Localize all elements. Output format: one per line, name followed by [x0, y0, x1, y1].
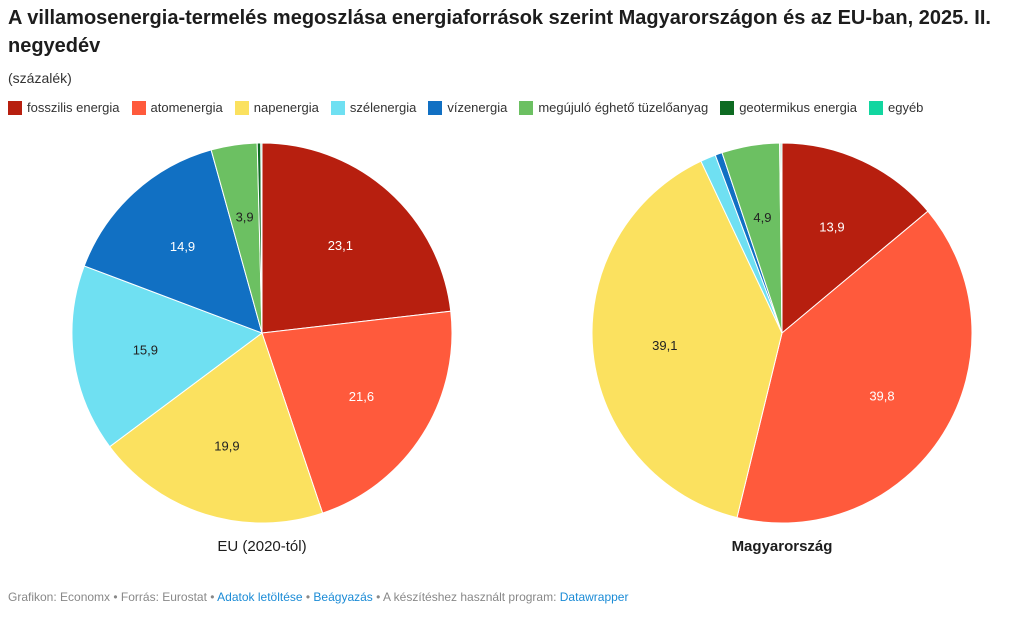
- legend-item: geotermikus energia: [720, 100, 857, 115]
- legend-item: fosszilis energia: [8, 100, 120, 115]
- legend-swatch: [868, 100, 883, 115]
- legend-swatch: [8, 100, 22, 115]
- slice-label: 23,1: [328, 238, 353, 253]
- pie-slice: [736, 210, 973, 524]
- slice-label: 39,1: [652, 338, 677, 353]
- pie-slice: [83, 149, 263, 334]
- legend-label: szélenergia: [349, 100, 417, 115]
- legend-swatch: [131, 100, 146, 115]
- legend-label: megújuló éghető tüzelőanyag: [538, 100, 709, 115]
- pie-caption-hu: Magyarország: [731, 538, 833, 555]
- embed-link[interactable]: Beágyazás: [313, 590, 373, 604]
- download-data-link[interactable]: Adatok letöltése: [217, 590, 303, 604]
- legend-label: atomenergia: [150, 100, 223, 115]
- footer-sep: •: [302, 590, 314, 604]
- legend-swatch: [234, 100, 249, 115]
- slice-label: 4,9: [753, 210, 771, 225]
- footer: Grafikon: Economx • Forrás: Eurostat • A…: [8, 590, 628, 604]
- legend-swatch: [330, 100, 345, 115]
- datawrapper-link[interactable]: Datawrapper: [559, 590, 629, 604]
- legend-label: napenergia: [253, 100, 319, 115]
- legend-item: szélenergia: [330, 100, 417, 115]
- legend-label: geotermikus energia: [739, 100, 857, 115]
- pie-slice: [591, 160, 783, 519]
- legend-swatch: [720, 100, 735, 115]
- legend-label: fosszilis energia: [27, 100, 120, 115]
- slice-label: 15,9: [133, 342, 158, 357]
- pie-slice: [780, 142, 783, 334]
- slice-label: 3,9: [236, 209, 254, 224]
- legend-swatch: [428, 100, 443, 115]
- footer-credit: Grafikon: Economx • Forrás: Eurostat •: [8, 590, 218, 604]
- pie-slice: [109, 332, 324, 524]
- legend-swatch: [519, 100, 534, 115]
- slice-label: 19,9: [214, 438, 239, 453]
- pie-slice: [261, 310, 453, 514]
- legend-item: napenergia: [234, 100, 319, 115]
- pie-slice: [71, 265, 264, 448]
- pie-caption-eu: EU (2020-tól): [217, 538, 307, 555]
- slice-label: 14,9: [170, 239, 195, 254]
- footer-tool: • A készítéshez használt program:: [372, 590, 560, 604]
- slice-label: 39,8: [869, 388, 894, 403]
- pie-slice: [260, 142, 263, 334]
- legend-label: vízenergia: [447, 100, 508, 115]
- chart-subtitle: (százalék): [8, 70, 72, 86]
- pie-slice: [261, 142, 452, 334]
- chart-title: A villamosenergia-termelés megoszlása en…: [8, 7, 991, 57]
- legend-item: atomenergia: [131, 100, 223, 115]
- legend-item: egyéb: [868, 100, 924, 115]
- legend-item: megújuló éghető tüzelőanyag: [519, 100, 708, 115]
- legend: fosszilis energia atomenergia napenergia sz…: [8, 100, 923, 115]
- legend-item: vízenergia: [428, 100, 507, 115]
- legend-label: egyéb: [887, 100, 924, 115]
- pie-slice: [781, 142, 929, 335]
- slice-label: 21,6: [349, 389, 374, 404]
- slice-label: 13,9: [819, 219, 844, 234]
